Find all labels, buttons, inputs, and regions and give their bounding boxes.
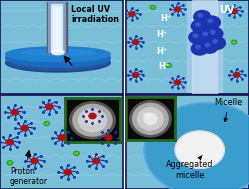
Circle shape <box>21 125 28 131</box>
Bar <box>48 2 65 52</box>
Circle shape <box>129 12 135 16</box>
Circle shape <box>74 151 79 156</box>
Bar <box>192 0 217 94</box>
Circle shape <box>198 13 202 17</box>
Text: Local UV
irradiation: Local UV irradiation <box>71 5 120 24</box>
Circle shape <box>204 16 220 29</box>
Circle shape <box>144 103 249 189</box>
Circle shape <box>191 20 208 33</box>
Circle shape <box>196 45 200 49</box>
Ellipse shape <box>5 53 110 72</box>
Circle shape <box>11 110 18 115</box>
Text: UV: UV <box>219 5 235 15</box>
Circle shape <box>203 32 207 36</box>
Circle shape <box>175 7 181 12</box>
Circle shape <box>31 158 38 164</box>
Circle shape <box>166 64 172 67</box>
Circle shape <box>234 73 240 77</box>
Bar <box>47 2 66 52</box>
Circle shape <box>7 161 13 165</box>
Ellipse shape <box>5 47 110 62</box>
Ellipse shape <box>21 50 95 55</box>
Circle shape <box>206 27 223 40</box>
Circle shape <box>208 19 212 22</box>
Circle shape <box>209 37 225 49</box>
Circle shape <box>6 139 13 145</box>
Circle shape <box>175 80 181 85</box>
Circle shape <box>191 42 208 55</box>
Circle shape <box>46 104 53 109</box>
Text: H⁺: H⁺ <box>157 30 168 40</box>
Circle shape <box>133 73 138 77</box>
Text: H⁺: H⁺ <box>157 47 168 56</box>
Circle shape <box>189 31 206 44</box>
Circle shape <box>205 43 210 47</box>
Circle shape <box>150 5 155 9</box>
Bar <box>187 0 222 94</box>
Circle shape <box>93 158 100 164</box>
Text: Proton
generator: Proton generator <box>10 167 48 186</box>
Ellipse shape <box>52 50 64 55</box>
Circle shape <box>133 40 138 44</box>
Text: Micelle: Micelle <box>214 98 243 122</box>
Bar <box>53 7 61 50</box>
Circle shape <box>58 135 65 140</box>
Circle shape <box>193 34 198 37</box>
Circle shape <box>231 9 237 13</box>
Circle shape <box>105 135 112 140</box>
Circle shape <box>201 40 218 53</box>
Circle shape <box>89 113 96 119</box>
Circle shape <box>194 10 211 23</box>
Circle shape <box>199 29 215 42</box>
Text: H⁺: H⁺ <box>158 62 169 71</box>
Circle shape <box>213 40 217 43</box>
Circle shape <box>196 23 200 26</box>
Circle shape <box>232 40 237 44</box>
Bar <box>51 4 62 50</box>
Text: Aggregated
micelle: Aggregated micelle <box>166 156 214 180</box>
Circle shape <box>44 121 50 126</box>
Circle shape <box>175 131 224 168</box>
Text: H⁺: H⁺ <box>160 14 172 22</box>
Circle shape <box>210 30 215 34</box>
Ellipse shape <box>5 49 110 67</box>
Circle shape <box>64 170 71 175</box>
